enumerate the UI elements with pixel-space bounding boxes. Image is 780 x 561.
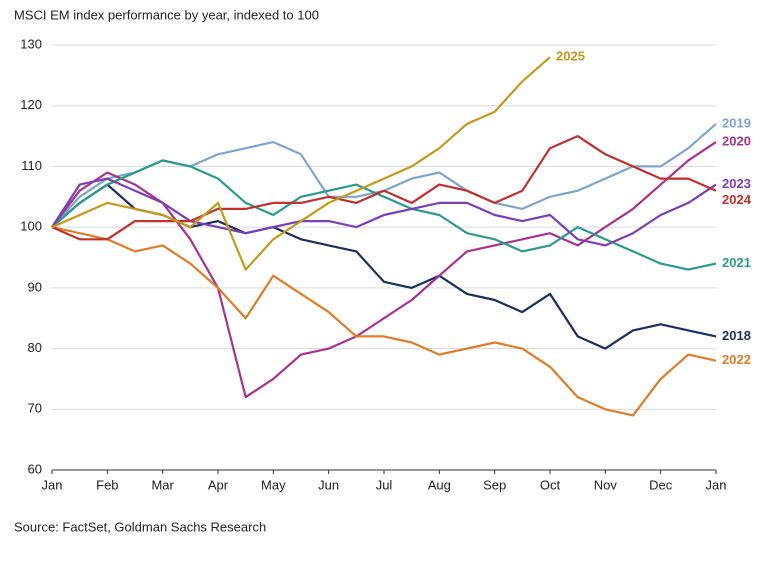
x-tick-label: Jan (706, 477, 727, 492)
series-label: 2019 (722, 115, 751, 130)
x-tick-label: Mar (151, 477, 174, 492)
y-tick-label: 120 (20, 97, 42, 112)
series-label: 2021 (722, 255, 751, 270)
x-tick-label: Jun (318, 477, 339, 492)
x-tick-label: Oct (540, 477, 561, 492)
x-tick-label: Jul (376, 477, 393, 492)
series-line (51, 183, 717, 350)
y-tick-label: 90 (28, 279, 42, 294)
x-tick-label: May (261, 477, 286, 492)
series-line (51, 159, 717, 271)
x-tick-label: Sep (483, 477, 506, 492)
x-tick-label: Dec (649, 477, 673, 492)
series-line (51, 141, 717, 399)
y-tick-label: 100 (20, 219, 42, 234)
x-tick-label: Apr (208, 477, 229, 492)
y-tick-label: 60 (28, 461, 42, 476)
source-note: Source: FactSet, Goldman Sachs Research (14, 519, 266, 534)
series-label: 2020 (722, 134, 751, 149)
series-line (51, 177, 717, 247)
y-tick-label: 130 (20, 36, 42, 51)
series-line (51, 135, 717, 241)
x-tick-label: Aug (428, 477, 451, 492)
series-label: 2024 (722, 192, 752, 207)
series-line (51, 226, 717, 417)
y-tick-label: 110 (21, 158, 42, 173)
y-tick-label: 70 (28, 401, 42, 416)
x-tick-label: Jan (42, 477, 63, 492)
y-tick-label: 80 (28, 340, 42, 355)
x-tick-label: Nov (594, 477, 618, 492)
series-label: 2023 (722, 176, 751, 191)
x-tick-label: Feb (96, 477, 118, 492)
series-line (51, 56, 551, 271)
series-label: 2025 (556, 49, 585, 64)
chart-title: MSCI EM index performance by year, index… (14, 7, 319, 22)
series-label: 2022 (722, 352, 751, 367)
series-label: 2018 (722, 328, 751, 343)
